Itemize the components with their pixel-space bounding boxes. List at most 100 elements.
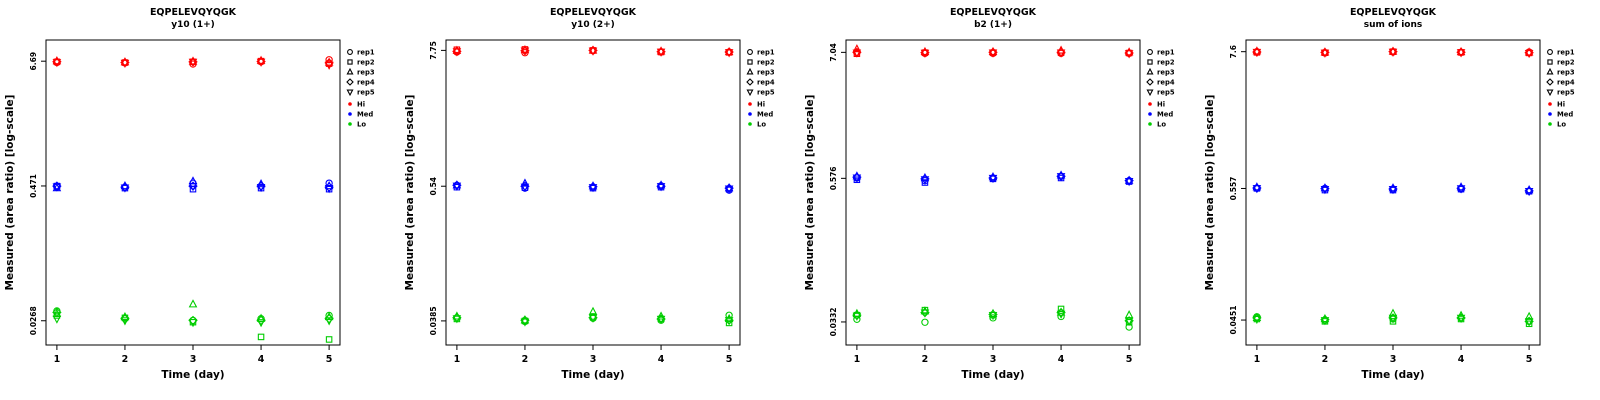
legend-dot-Med [1148,112,1152,116]
data-point [588,181,598,190]
x-tick-label: 1 [854,354,861,365]
data-point [1456,49,1466,58]
panel-title: EQPELEVQYQGK [1349,7,1437,18]
x-tick-label: 4 [1058,354,1065,365]
data-point [1252,185,1262,194]
legend-label-rep3: rep3 [357,69,375,77]
data-point [1388,46,1398,55]
legend-symbol-rep2 [747,59,753,65]
data-point [520,178,530,187]
legend-label-rep3: rep3 [1157,69,1175,77]
legend-label-Med: Med [1557,111,1573,119]
legend-label-Hi: Hi [357,101,365,109]
data-point [1056,49,1066,58]
legend-label-rep4: rep4 [357,79,375,87]
panel-sum-of-ions: EQPELEVQYQGK sum of ions 7.6 0.557 0.0451 1… [1200,0,1600,400]
legend-label-rep4: rep4 [1557,79,1575,87]
legend-label-Hi: Hi [1557,101,1565,109]
x-tick-label: 1 [1254,354,1261,365]
legend-label-Lo: Lo [1557,121,1566,129]
y-tick-label: 0.0332 [829,307,838,336]
data-point [1252,182,1262,191]
legend-label-Hi: Hi [1157,101,1165,109]
data-point [588,184,598,193]
x-tick-label: 1 [54,354,61,365]
legend-symbol-rep3 [746,67,754,75]
legend-label-rep3: rep3 [757,69,775,77]
scatter-plot: 7.75 0.54 0.0385 1 2 3 4 5 Time (day) Measured (a… [404,39,775,381]
panel-title: EQPELEVQYQGK [549,7,637,18]
legend-label-rep2: rep2 [357,59,375,67]
data-point [256,319,266,328]
data-point [189,185,197,193]
plot-box [845,39,1141,346]
data-point [1388,186,1398,195]
legend-symbol-rep3 [1146,67,1154,75]
x-tick-label: 5 [726,354,733,365]
data-point [1252,315,1262,325]
data-point [1124,175,1134,184]
legend-symbol-rep1 [1147,49,1153,55]
data-point [520,47,530,56]
data-point [1388,308,1398,317]
panel-title: EQPELEVQYQGK [149,7,237,18]
legend-dot-Lo [748,122,752,126]
legend-dot-Med [748,112,752,116]
data-point [520,318,530,327]
legend-label-rep5: rep5 [757,89,775,97]
y-axis-label: Measured (area ratio) [log-scale] [804,95,816,291]
legend-symbol-rep1 [347,49,353,55]
data-point [724,317,734,326]
data-point [1056,173,1066,182]
data-point [1320,317,1330,326]
data-point [1320,186,1330,195]
data-point [725,311,733,319]
legend-label-Med: Med [357,111,373,119]
data-point [52,59,62,68]
data-point [588,314,598,323]
legend-symbol-rep4 [746,78,754,86]
x-tick-label: 3 [590,354,597,365]
y-tick-label: 7.75 [429,41,438,60]
data-point [324,185,334,194]
data-point [52,183,62,192]
legend-dot-Hi [1548,102,1552,106]
data-point [257,333,265,341]
data-point [1524,318,1534,327]
x-axis-label: Time (day) [961,369,1024,381]
data-point [1388,314,1398,323]
legend-dot-Lo [348,122,352,126]
data-point [1057,312,1065,321]
data-point [452,180,462,189]
data-point [921,179,929,186]
legend-label-Med: Med [1157,111,1173,119]
legend-label-rep4: rep4 [757,79,775,87]
data-point [1252,46,1262,55]
data-point [988,312,998,321]
x-axis-label: Time (day) [561,369,624,381]
x-axis-label: Time (day) [161,369,224,381]
y-axis-label: Measured (area ratio) [log-scale] [4,95,16,291]
legend-symbol-rep3 [346,67,354,75]
scatter-plot: 7.04 0.576 0.0332 1 2 3 4 5 Time (day) Measured (… [804,39,1175,381]
data-point [1524,47,1534,56]
data-point [1252,48,1262,58]
legend-symbol-rep5 [746,89,754,97]
data-point [988,46,998,56]
data-point [1124,47,1134,56]
plot-box [445,39,741,346]
data-point [656,46,666,55]
data-point [256,58,266,67]
x-tick-label: 4 [1458,354,1465,365]
data-point [1252,312,1262,321]
scatter-plot: 7.6 0.557 0.0451 1 2 3 4 5 Time (day) Measured (a… [1204,39,1575,381]
legend-label-rep5: rep5 [1157,89,1175,97]
legend-dot-Lo [1148,122,1152,126]
x-tick-label: 1 [454,354,461,365]
data-point [52,315,62,324]
panel-y10-2plus: EQPELEVQYQGK y10 (2+) 7.75 0.54 0.0385 1 2 3 4… [400,0,800,400]
legend-label-rep5: rep5 [357,89,375,97]
data-point [188,299,198,308]
data-point [120,57,130,66]
legend-symbol-rep4 [346,78,354,86]
